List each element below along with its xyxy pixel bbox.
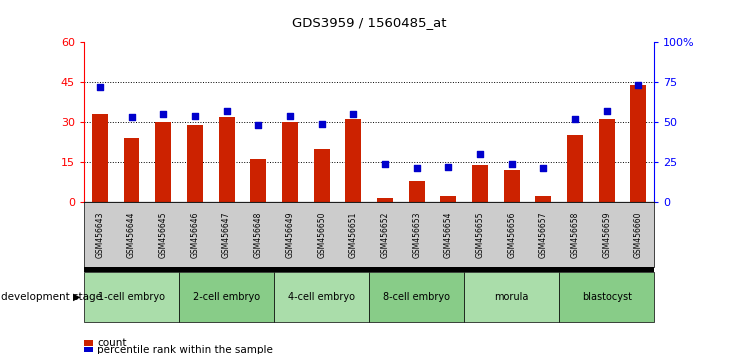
Point <box>632 82 644 88</box>
Text: GDS3959 / 1560485_at: GDS3959 / 1560485_at <box>292 16 447 29</box>
Point <box>94 84 106 90</box>
Bar <box>346 120 361 202</box>
Bar <box>504 170 520 202</box>
Bar <box>92 114 108 202</box>
Point <box>347 111 359 117</box>
Point <box>252 122 264 128</box>
Point <box>569 116 581 122</box>
Point <box>537 166 549 171</box>
Text: GSM456651: GSM456651 <box>349 211 357 258</box>
Text: GSM456647: GSM456647 <box>222 211 231 258</box>
Text: count: count <box>97 338 126 348</box>
Text: GSM456649: GSM456649 <box>286 211 295 258</box>
Bar <box>250 159 266 202</box>
Text: 2-cell embryo: 2-cell embryo <box>193 292 260 302</box>
Text: GSM456645: GSM456645 <box>159 211 167 258</box>
Point <box>189 113 201 119</box>
Text: GSM456643: GSM456643 <box>96 211 105 258</box>
Text: ▶: ▶ <box>73 292 80 302</box>
Text: GSM456658: GSM456658 <box>571 211 580 258</box>
Bar <box>599 120 615 202</box>
Bar <box>219 117 235 202</box>
Text: development stage: development stage <box>1 292 102 302</box>
Bar <box>567 135 583 202</box>
Point <box>506 161 518 166</box>
Text: GSM456652: GSM456652 <box>381 211 390 258</box>
Text: GSM456654: GSM456654 <box>444 211 452 258</box>
Text: GSM456656: GSM456656 <box>507 211 516 258</box>
Text: GSM456644: GSM456644 <box>127 211 136 258</box>
Text: morula: morula <box>494 292 529 302</box>
Text: 4-cell embryo: 4-cell embryo <box>288 292 355 302</box>
Point <box>221 108 232 114</box>
Text: percentile rank within the sample: percentile rank within the sample <box>97 346 273 354</box>
Text: GSM456659: GSM456659 <box>602 211 611 258</box>
Text: GSM456648: GSM456648 <box>254 211 262 258</box>
Text: GSM456657: GSM456657 <box>539 211 548 258</box>
Point <box>442 164 454 170</box>
Bar <box>124 138 140 202</box>
Point <box>126 115 137 120</box>
Point <box>284 113 296 119</box>
Point <box>411 166 423 171</box>
Text: GSM456646: GSM456646 <box>191 211 200 258</box>
Bar <box>155 122 171 202</box>
Bar <box>440 196 456 202</box>
Point <box>474 151 486 157</box>
Text: GSM456655: GSM456655 <box>476 211 485 258</box>
Text: blastocyst: blastocyst <box>582 292 632 302</box>
Point <box>601 108 613 114</box>
Bar <box>282 122 298 202</box>
Bar <box>536 196 551 202</box>
Bar <box>187 125 203 202</box>
Text: GSM456653: GSM456653 <box>412 211 421 258</box>
Point <box>157 111 169 117</box>
Text: 8-cell embryo: 8-cell embryo <box>383 292 450 302</box>
Bar <box>377 198 393 202</box>
Text: GSM456650: GSM456650 <box>317 211 326 258</box>
Text: GSM456660: GSM456660 <box>634 211 643 258</box>
Bar <box>314 149 330 202</box>
Bar <box>409 181 425 202</box>
Point <box>379 161 391 166</box>
Point <box>316 121 327 127</box>
Text: 1-cell embryo: 1-cell embryo <box>98 292 165 302</box>
Bar <box>472 165 488 202</box>
Bar <box>630 85 646 202</box>
